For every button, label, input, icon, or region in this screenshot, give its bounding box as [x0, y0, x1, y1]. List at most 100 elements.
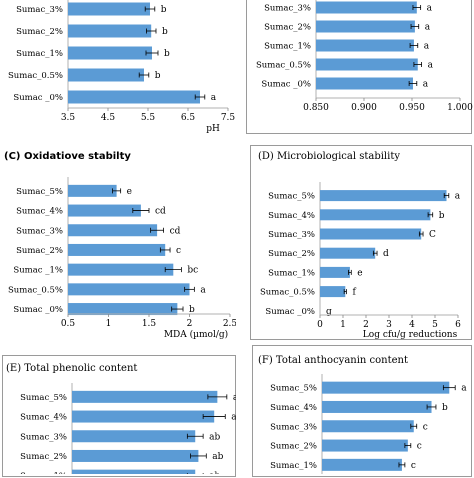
bar-a [68, 68, 144, 82]
category-label-e: Sumac_3% [20, 432, 67, 442]
category-label-b: Sumac_2% [264, 23, 311, 33]
significance-label-a: b [164, 49, 170, 59]
significance-label-c: cd [155, 207, 166, 217]
panel-c: Sumac_5% e Sumac_4% cd Sumac_3% cd Sumac_2% c Su… [0, 165, 237, 340]
significance-label-b: a [424, 42, 430, 52]
significance-label-c: bc [187, 266, 198, 276]
category-label-c: Sumac_5% [16, 187, 63, 197]
bar-d [320, 286, 346, 298]
chart-e: Sumac_5%aSumac_4%aSumac_3%abSumac_2%abSu… [20, 383, 239, 478]
significance-label-b: a [428, 61, 434, 71]
x-tick-label-c: 0.5 [61, 319, 76, 329]
panel-b-frame [246, 0, 472, 134]
category-label-d: Sumac_1% [268, 268, 315, 278]
x-tick-label-c: 2.5 [223, 319, 236, 329]
category-label-e: Sumac_5% [20, 393, 67, 403]
significance-label-c: b [189, 305, 195, 315]
significance-label-f: c [417, 442, 422, 452]
significance-label-f: c [411, 461, 416, 471]
x-tick-label-c: 1.5 [142, 319, 157, 329]
bar-a [68, 46, 152, 60]
category-label-f: Sumac_3% [270, 422, 317, 432]
significance-label-c: a [200, 285, 206, 295]
bar-f [322, 420, 414, 433]
bar-d [320, 209, 431, 221]
significance-label-f: a [461, 384, 467, 394]
bar-e [72, 410, 215, 423]
x-tick-label-b: 0.850 [303, 103, 329, 113]
bar-b [316, 58, 418, 71]
bar-b [316, 39, 414, 52]
category-label-d: Sumac _0% [265, 307, 315, 317]
significance-label-f: b [442, 403, 448, 413]
x-tick-label-d: 0 [317, 320, 323, 330]
category-label-c: Sumac_3% [16, 226, 63, 236]
significance-label-d: C [429, 230, 436, 240]
significance-label-e: ab [209, 432, 220, 442]
category-label-d: Sumac_0.5% [260, 288, 315, 298]
panel-a: Sumac_3% b Sumac_2% b Sumac_1% b Sumac_0.5% b Su… [0, 0, 236, 140]
panel-e: Sumac_5%aSumac_4%aSumac_3%abSumac_2%abSu… [2, 378, 239, 478]
bar-d [320, 228, 422, 240]
bar-b [316, 77, 413, 90]
significance-label-d: d [383, 249, 389, 259]
category-label-d: Sumac_2% [268, 249, 315, 259]
category-label-f: Sumac_5% [270, 384, 317, 394]
significance-label-d: g [326, 307, 332, 317]
panel-f: Sumac_5% a Sumac_4% b Sumac_3% c Sumac_2% c Suma… [252, 370, 474, 478]
chart-c-title: (C) Oxidatiove stabilty [4, 151, 131, 162]
bar-c [68, 283, 190, 296]
bar-a [68, 2, 150, 16]
x-tick-label-b: 1.000 [447, 103, 473, 113]
bar-a [68, 24, 152, 38]
panel-d: Sumac_5% a Sumac_4% b Sumac_3% C Sumac_2% d Suma… [250, 165, 474, 340]
significance-label-d: a [455, 192, 461, 202]
bar-b [316, 20, 415, 33]
significance-label-a: b [155, 71, 161, 81]
x-tick-label-d: 6 [455, 320, 461, 330]
significance-label-e: a [233, 393, 236, 403]
category-label-c: Sumac_4% [16, 207, 63, 217]
category-label-d: Sumac_4% [268, 211, 315, 221]
category-label-b: Sumac_0.5% [256, 61, 311, 71]
significance-label-f: c [423, 422, 428, 432]
bar-f [322, 458, 402, 471]
category-label-e: Sumac_4% [20, 413, 67, 423]
bar-e [72, 469, 196, 478]
bar-f [322, 439, 408, 452]
x-tick-label-d: 4 [409, 320, 415, 330]
category-label-a: Sumac_1% [16, 49, 63, 59]
bar-c [68, 224, 158, 237]
category-label-b: Sumac _0% [261, 80, 311, 90]
category-label-b: Sumac_1% [264, 42, 311, 52]
x-tick-label-b: 0.950 [399, 103, 425, 113]
significance-label-c: e [127, 187, 132, 197]
x-tick-label-a: 7.5 [221, 113, 236, 123]
significance-label-b: a [423, 80, 429, 90]
x-tick-label-d: 2 [363, 320, 369, 330]
category-label-a: Sumac_2% [16, 27, 63, 37]
significance-label-a: b [162, 27, 168, 37]
chart-e-title: (E) Total phenolic content [6, 363, 138, 374]
bar-c [68, 204, 141, 217]
panel-b: Sumac_3% a Sumac_2% a Sumac_1% a Sumac_0.5% a Su… [246, 0, 474, 140]
significance-label-c: c [176, 246, 181, 256]
bar-b [316, 1, 417, 14]
bar-c [68, 263, 174, 276]
x-tick-label-a: 5.5 [141, 113, 156, 123]
chart-f-title: (F) Total anthocyanin content [258, 355, 408, 366]
x-axis-label-d: Log cfu/g reductions [363, 330, 458, 340]
category-label-a: Sumac_0.5% [8, 71, 63, 81]
category-label-a: Sumac_3% [16, 5, 63, 15]
x-tick-label-d: 3 [386, 320, 392, 330]
bar-a [68, 90, 200, 104]
bar-d [320, 190, 447, 202]
category-label-f: Sumac_2% [270, 442, 317, 452]
x-tick-label-a: 6.5 [181, 113, 196, 123]
bar-e [72, 390, 218, 403]
chart-d-title: (D) Microbiological stability [258, 151, 400, 162]
significance-label-d: b [439, 211, 445, 221]
x-axis-label-a: pH [206, 124, 220, 134]
